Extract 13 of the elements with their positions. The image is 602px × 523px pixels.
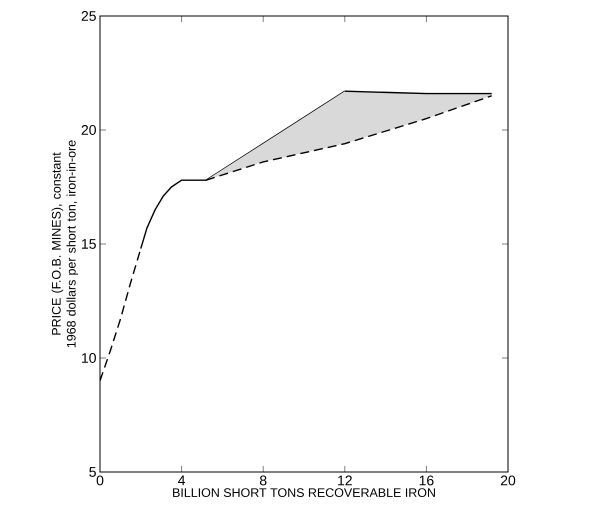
y-tick-label: 20 (82, 125, 96, 135)
x-tick-label: 12 (338, 476, 352, 486)
x-tick-label: 4 (178, 476, 186, 486)
x-tick-label: 20 (500, 476, 516, 486)
x-tick-label: 0 (96, 476, 104, 486)
x-tick-label: 16 (420, 476, 434, 486)
y-tick-label: 25 (82, 11, 96, 21)
y-tick-label: 15 (82, 239, 96, 249)
y-tick-label: 10 (82, 353, 96, 363)
x-tick-label: 8 (260, 476, 266, 486)
y-axis-title: PRICE (F.O.B. MINES), constant 1968 dollars per short ton, iron-in-ore (52, 140, 78, 348)
y-tick-label: 5 (89, 467, 96, 477)
x-axis-title: BILLION SHORT TONS RECOVERABLE IRON (173, 488, 435, 498)
